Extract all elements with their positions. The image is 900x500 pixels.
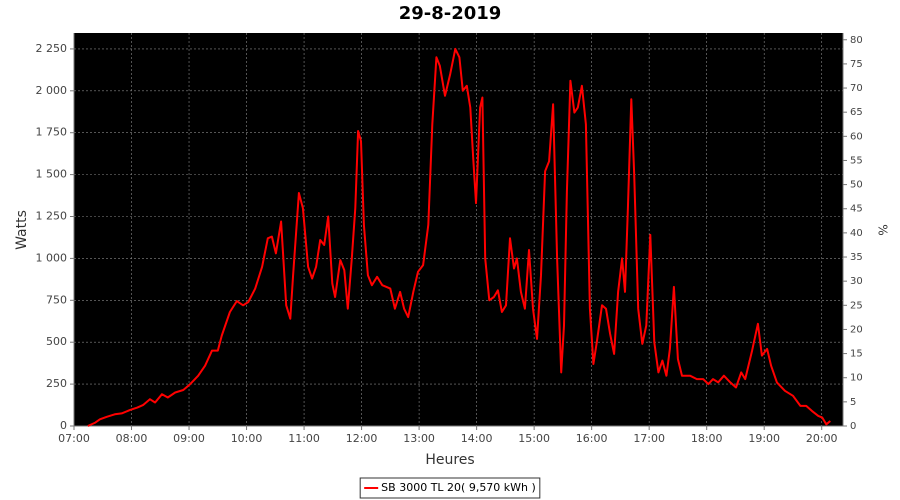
x-tick-label: 10:00	[231, 432, 263, 445]
y2-tick-label: 20	[850, 324, 863, 335]
y-tick-label: 750	[46, 293, 67, 306]
x-tick-label: 17:00	[633, 432, 665, 445]
y2-tick-label: 10	[850, 373, 863, 384]
y2-tick-label: 40	[850, 228, 863, 239]
y2-tick-label: 0	[850, 421, 856, 432]
x-tick-label: 12:00	[346, 432, 378, 445]
y-tick-label: 500	[46, 335, 67, 348]
x-tick-label: 09:00	[173, 432, 205, 445]
y2-tick-label: 70	[850, 83, 863, 94]
y-tick-label: 2 000	[36, 84, 68, 97]
x-tick-label: 19:00	[748, 432, 780, 445]
y2-tick-label: 35	[850, 252, 863, 263]
x-tick-label: 08:00	[116, 432, 148, 445]
x-tick-label: 16:00	[576, 432, 608, 445]
y-tick-label: 1 250	[36, 210, 68, 223]
x-axis-label: Heures	[425, 452, 474, 468]
chart-title: 29-8-2019	[399, 3, 502, 24]
legend-label: SB 3000 TL 20( 9,570 kWh )	[381, 481, 536, 494]
y-tick-label: 250	[46, 377, 67, 390]
plot-area	[74, 33, 843, 426]
y2-tick-label: 65	[850, 107, 863, 118]
y-tick-label: 1 500	[36, 168, 68, 181]
y2-axis-label: %	[876, 224, 890, 235]
x-tick-label: 14:00	[461, 432, 493, 445]
y2-tick-label: 55	[850, 155, 863, 166]
y-tick-label: 1 750	[36, 126, 68, 139]
y2-tick-label: 30	[850, 276, 863, 287]
x-tick-label: 18:00	[691, 432, 723, 445]
x-tick-label: 20:00	[806, 432, 838, 445]
x-tick-label: 11:00	[288, 432, 320, 445]
y-axis-label: Watts	[14, 210, 30, 250]
y2-tick-label: 45	[850, 204, 863, 215]
y2-tick-label: 60	[850, 131, 863, 142]
data-line	[87, 47, 831, 427]
x-tick-label: 13:00	[403, 432, 435, 445]
y2-tick-label: 25	[850, 300, 863, 311]
legend-box	[359, 477, 541, 499]
y2-tick-label: 75	[850, 59, 863, 70]
x-tick-label: 15:00	[518, 432, 550, 445]
x-tick-label: 07:00	[58, 432, 90, 445]
y2-tick-label: 80	[850, 35, 863, 46]
y-tick-label: 0	[60, 419, 67, 432]
y2-tick-label: 5	[850, 397, 856, 408]
y-tick-label: 2 250	[36, 42, 68, 55]
y2-tick-label: 50	[850, 180, 863, 191]
y-tick-label: 1 000	[36, 251, 68, 264]
y2-tick-label: 15	[850, 349, 863, 360]
